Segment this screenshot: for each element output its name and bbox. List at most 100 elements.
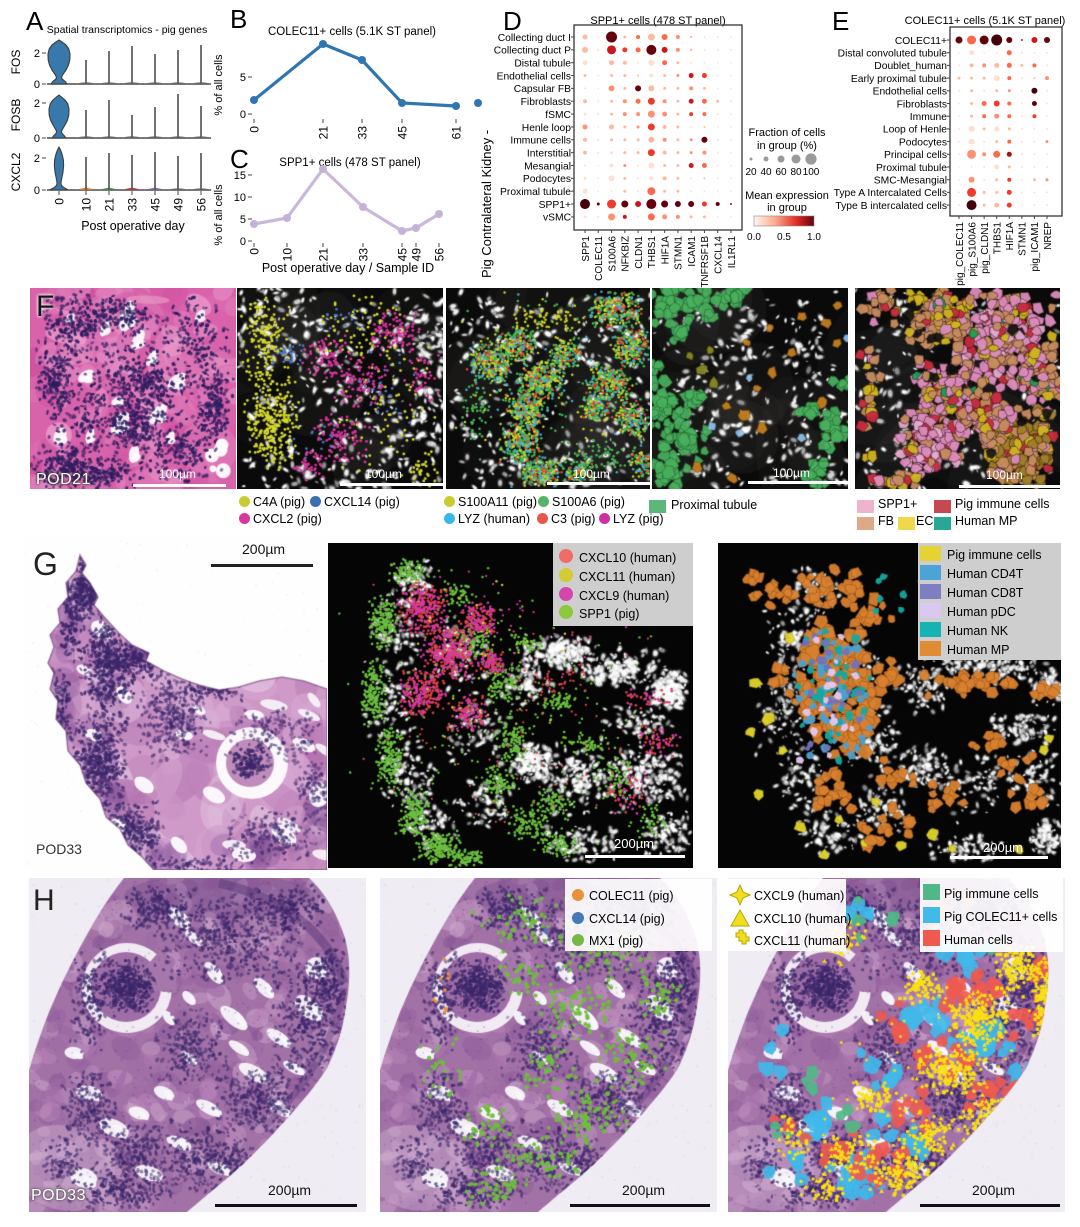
svg-text:Collecting duct I: Collecting duct I — [498, 33, 571, 44]
svg-text:Early proximal tubule: Early proximal tubule — [851, 74, 947, 85]
svg-text:fSMC: fSMC — [545, 110, 571, 121]
svg-text:NREP: NREP — [1043, 222, 1054, 250]
svg-text:HIF1A: HIF1A — [660, 236, 671, 265]
svg-text:Principal cells: Principal cells — [884, 150, 947, 161]
svg-text:10: 10 — [234, 192, 246, 204]
svg-text:0: 0 — [240, 109, 246, 121]
svg-text:B: B — [230, 4, 247, 34]
svg-text:1.0: 1.0 — [807, 232, 821, 243]
svg-text:21: 21 — [317, 248, 331, 262]
svg-text:IL1RL1: IL1RL1 — [727, 236, 738, 269]
svg-text:2: 2 — [34, 153, 40, 165]
svg-text:45: 45 — [396, 126, 410, 140]
svg-text:0.5: 0.5 — [777, 232, 791, 243]
svg-text:Fibroblasts: Fibroblasts — [897, 99, 947, 110]
svg-text:Endothelial cells: Endothelial cells — [497, 71, 571, 82]
svg-text:vSMC: vSMC — [543, 213, 572, 224]
svg-text:49: 49 — [172, 198, 186, 212]
svg-text:CXCL2: CXCL2 — [9, 152, 23, 191]
svg-text:20: 20 — [745, 167, 757, 178]
svg-text:ICAM1: ICAM1 — [687, 236, 698, 267]
svg-text:THBS1: THBS1 — [647, 236, 658, 269]
svg-text:Podocytes: Podocytes — [523, 174, 571, 185]
svg-text:STMN1: STMN1 — [674, 236, 685, 270]
svg-text:49: 49 — [410, 248, 424, 262]
svg-text:5: 5 — [240, 214, 246, 226]
svg-text:D: D — [503, 6, 522, 36]
svg-text:Proximal tubule: Proximal tubule — [876, 163, 947, 174]
svg-text:E: E — [832, 6, 849, 36]
svg-text:% of all cells: % of all cells — [213, 54, 225, 116]
svg-text:5: 5 — [240, 72, 246, 84]
svg-text:2: 2 — [34, 98, 40, 110]
svg-text:CLDN1: CLDN1 — [634, 236, 645, 269]
svg-text:Doublet_human: Doublet_human — [874, 61, 947, 72]
svg-text:FOSB: FOSB — [9, 99, 23, 132]
svg-text:45: 45 — [396, 248, 410, 262]
svg-text:Capsular FB: Capsular FB — [514, 84, 571, 95]
svg-text:in group (%): in group (%) — [757, 140, 817, 152]
svg-text:15: 15 — [234, 170, 246, 182]
svg-text:pig_COLEC11: pig_COLEC11 — [955, 222, 966, 286]
svg-text:0: 0 — [34, 185, 40, 197]
svg-text:SPP1: SPP1 — [581, 236, 592, 262]
svg-text:Proximal tubule: Proximal tubule — [500, 187, 571, 198]
svg-text:Loop of Henle: Loop of Henle — [883, 125, 947, 136]
svg-text:Pig Contralateral Kidney -: Pig Contralateral Kidney - — [479, 130, 494, 278]
svg-text:SMC-Mesangial: SMC-Mesangial — [874, 176, 947, 187]
svg-text:33: 33 — [356, 126, 370, 140]
svg-text:Post operative day / Sample ID: Post operative day / Sample ID — [262, 261, 434, 275]
svg-text:Henle loop: Henle loop — [522, 123, 572, 134]
svg-text:NFKBIZ: NFKBIZ — [621, 236, 632, 272]
svg-text:56: 56 — [195, 198, 209, 212]
svg-text:Immune: Immune — [910, 112, 947, 123]
svg-text:21: 21 — [317, 126, 331, 140]
svg-text:COLEC11+: COLEC11+ — [895, 36, 947, 47]
svg-text:pig_ICAM1: pig_ICAM1 — [1030, 222, 1041, 272]
svg-text:21: 21 — [103, 198, 117, 212]
svg-text:61: 61 — [450, 126, 464, 140]
svg-text:THBS1: THBS1 — [993, 222, 1004, 255]
svg-text:60: 60 — [775, 167, 787, 178]
svg-text:0: 0 — [53, 198, 67, 205]
svg-text:pig_S100A6: pig_S100A6 — [967, 222, 978, 277]
svg-text:40: 40 — [760, 167, 772, 178]
svg-text:0.0: 0.0 — [747, 232, 761, 243]
svg-text:Endothelial cells: Endothelial cells — [873, 87, 947, 98]
svg-text:SPP1+ cells (478 ST panel): SPP1+ cells (478 ST panel) — [279, 157, 421, 169]
svg-text:Type B intercalated cells: Type B intercalated cells — [835, 201, 947, 212]
svg-text:Post operative day: Post operative day — [81, 219, 185, 233]
svg-text:Interstitial: Interstitial — [527, 148, 571, 159]
svg-text:pig_CLDN1: pig_CLDN1 — [980, 222, 991, 274]
svg-text:C: C — [230, 144, 249, 174]
svg-text:Podocytes: Podocytes — [899, 137, 947, 148]
svg-text:56: 56 — [433, 248, 447, 262]
svg-text:100: 100 — [803, 167, 820, 178]
svg-text:Spatial transcriptomics - pig: Spatial transcriptomics - pig genes — [47, 24, 208, 36]
svg-text:Fraction of cells: Fraction of cells — [748, 127, 826, 139]
svg-text:% of all cells: % of all cells — [213, 184, 225, 246]
svg-text:COLEC11: COLEC11 — [594, 236, 605, 281]
svg-text:0: 0 — [248, 248, 262, 255]
svg-text:in group: in group — [767, 202, 807, 214]
svg-text:A: A — [26, 6, 44, 36]
svg-text:80: 80 — [790, 167, 802, 178]
svg-text:0: 0 — [34, 133, 40, 145]
svg-text:CXCL14: CXCL14 — [714, 236, 725, 274]
svg-text:HIF1A: HIF1A — [1005, 222, 1016, 251]
svg-text:Mesangial: Mesangial — [524, 161, 571, 172]
svg-text:0: 0 — [34, 79, 40, 91]
svg-text:SPP1+ cells (478 ST panel): SPP1+ cells (478 ST panel) — [590, 15, 725, 27]
svg-text:Type A Intercalated Cells: Type A Intercalated Cells — [834, 188, 947, 199]
svg-text:FOS: FOS — [9, 50, 23, 75]
svg-text:STMN1: STMN1 — [1018, 222, 1029, 256]
svg-text:33: 33 — [126, 198, 140, 212]
svg-text:SPP1+: SPP1+ — [539, 200, 571, 211]
svg-text:Collecting duct P: Collecting duct P — [494, 46, 571, 57]
svg-text:Distal tubule: Distal tubule — [514, 59, 571, 70]
svg-text:COLEC11+ cells (5.1K ST panel): COLEC11+ cells (5.1K ST panel) — [905, 15, 1066, 27]
svg-text:10: 10 — [80, 198, 94, 212]
svg-text:Fibroblasts: Fibroblasts — [521, 97, 571, 108]
svg-text:33: 33 — [357, 248, 371, 262]
svg-text:0: 0 — [248, 126, 262, 133]
